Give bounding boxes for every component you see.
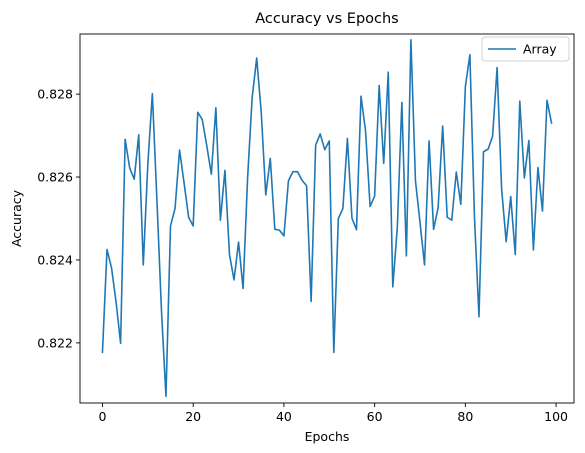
y-axis-label: Accuracy bbox=[9, 189, 24, 247]
x-tick-label: 100 bbox=[544, 409, 568, 424]
y-tick-label: 0.828 bbox=[37, 87, 73, 102]
x-axis-label: Epochs bbox=[305, 429, 350, 444]
series-line-array bbox=[101, 38, 553, 398]
x-tick-label: 20 bbox=[185, 409, 201, 424]
y-axis-ticks: 0.822 0.824 0.826 0.828 bbox=[37, 87, 80, 350]
x-tick-label: 40 bbox=[276, 409, 292, 424]
chart-title: Accuracy vs Epochs bbox=[255, 11, 399, 27]
y-tick-label: 0.826 bbox=[37, 170, 73, 185]
legend-label-array: Array bbox=[523, 42, 557, 57]
legend: Array bbox=[481, 36, 570, 62]
plot-area bbox=[79, 33, 575, 404]
axes-frame bbox=[79, 33, 575, 404]
x-tick-label: 80 bbox=[457, 409, 473, 424]
x-axis-ticks: 0 20 40 60 80 100 bbox=[98, 403, 568, 424]
legend-box bbox=[481, 36, 570, 62]
x-tick-label: 60 bbox=[367, 409, 383, 424]
x-tick-label: 0 bbox=[98, 409, 106, 424]
y-tick-label: 0.824 bbox=[37, 252, 73, 267]
y-tick-label: 0.822 bbox=[37, 335, 73, 350]
